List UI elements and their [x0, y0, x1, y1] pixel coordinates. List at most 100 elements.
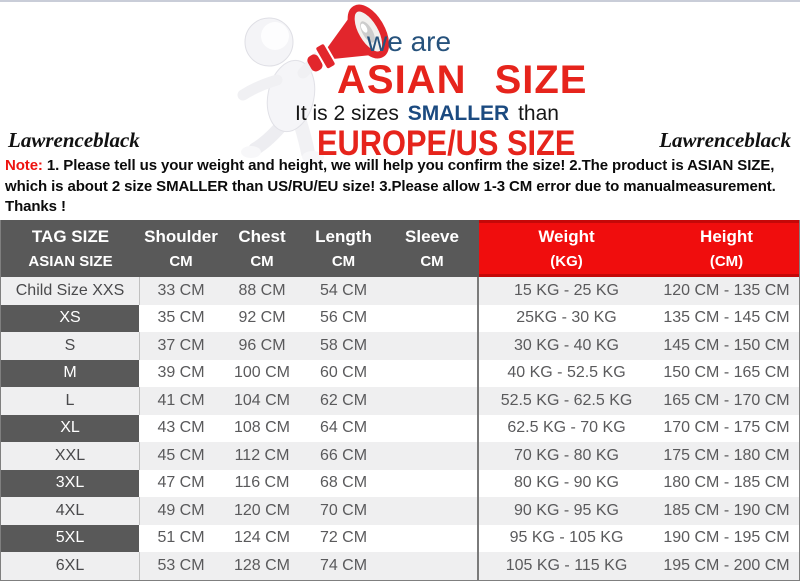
cell-chest: 100 CM — [233, 364, 291, 382]
cell-height: 145 CM - 150 CM — [663, 336, 790, 354]
cell-weight: 95 KG - 105 KG — [509, 529, 624, 547]
cell-length: 64 CM — [319, 419, 368, 437]
cell-length: 74 CM — [319, 556, 368, 574]
cell-size: 6XL — [1, 552, 140, 580]
cell-weight: 25KG - 30 KG — [516, 309, 617, 327]
cell-height: 180 CM - 185 CM — [663, 474, 790, 492]
cell-shoulder: 37 CM — [157, 336, 205, 354]
note-label: Note: — [5, 157, 43, 174]
table-row: M 39 CM 100 CM 60 CM 40 KG - 52.5 KG 150 CM -… — [1, 359, 799, 387]
cell-shoulder: 51 CM — [157, 529, 205, 547]
cell-height: 170 CM - 175 CM — [663, 419, 790, 437]
banner: we are ASIAN SIZE It is 2 sizes SMALLER … — [0, 2, 800, 220]
cell-weight: 90 KG - 95 KG — [514, 501, 619, 519]
cell-size: XS — [1, 304, 140, 332]
table-row: L 41 CM 104 CM 62 CM 52.5 KG - 62.5 KG 165 CM… — [1, 387, 799, 415]
cell-height: 135 CM - 145 CM — [663, 309, 790, 327]
cell-sleeve — [385, 277, 479, 305]
cell-weight: 52.5 KG - 62.5 KG — [500, 391, 633, 409]
cell-length: 68 CM — [319, 474, 368, 492]
header-weight-label: Weight — [538, 226, 595, 246]
table-row: XS 35 CM 92 CM 56 CM 25KG - 30 KG 135 CM - 14… — [1, 304, 799, 332]
banner-subline: It is 2 sizes SMALLER than — [295, 102, 559, 126]
cell-shoulder: 45 CM — [157, 446, 205, 464]
cell-sleeve — [385, 414, 479, 442]
table-row: Child Size XXS 33 CM 88 CM 54 CM 15 KG - 25 … — [1, 277, 799, 305]
header-length-unit: CM — [331, 252, 356, 270]
cell-sleeve — [385, 524, 479, 552]
cell-length: 62 CM — [319, 391, 368, 409]
cell-shoulder: 35 CM — [157, 309, 205, 327]
table-row: 6XL 53 CM 128 CM 74 CM 105 KG - 115 KG 195 CM… — [1, 552, 799, 580]
cell-size: Child Size XXS — [1, 277, 140, 305]
cell-weight: 105 KG - 115 KG — [505, 556, 628, 574]
cell-size: XL — [1, 414, 140, 442]
cell-shoulder: 33 CM — [157, 281, 205, 299]
cell-shoulder: 53 CM — [157, 556, 205, 574]
table-header-row: TAG SIZE ASIAN SIZE Shoulder CM Chest CM… — [1, 220, 799, 277]
cell-weight: 40 KG - 52.5 KG — [507, 364, 626, 382]
banner-we-are: we are — [367, 26, 452, 57]
header-chest-label: Chest — [238, 226, 286, 246]
cell-height: 195 CM - 200 CM — [663, 556, 790, 574]
brand-right: Lawrenceblack — [659, 128, 791, 152]
header-shoulder: Shoulder CM — [140, 220, 222, 277]
cell-chest: 96 CM — [238, 336, 286, 354]
cell-height: 175 CM - 180 CM — [663, 446, 790, 464]
cell-sleeve — [385, 387, 479, 415]
cell-chest: 88 CM — [238, 281, 286, 299]
cell-size: XXL — [1, 442, 140, 470]
header-chest: Chest CM — [222, 220, 302, 277]
table-row: 3XL 47 CM 116 CM 68 CM 80 KG - 90 KG 180 CM -… — [1, 469, 799, 497]
cell-sleeve — [385, 469, 479, 497]
cell-chest: 120 CM — [233, 501, 291, 519]
subline-suffix: than — [518, 102, 559, 125]
header-length-label: Length — [315, 226, 372, 246]
cell-shoulder: 47 CM — [157, 474, 205, 492]
cell-height: 185 CM - 190 CM — [663, 501, 790, 519]
cell-sleeve — [385, 359, 479, 387]
cell-chest: 112 CM — [234, 446, 290, 464]
header-weight-unit: (KG) — [550, 252, 583, 270]
header-sleeve-unit: CM — [420, 252, 444, 270]
cell-shoulder: 41 CM — [157, 391, 205, 409]
header-sleeve: Sleeve CM — [385, 220, 479, 277]
banner-asian-size: ASIAN SIZE — [337, 58, 588, 102]
table-row: S 37 CM 96 CM 58 CM 30 KG - 40 KG 145 CM - 15… — [1, 332, 799, 360]
cell-sleeve — [385, 552, 479, 580]
cell-weight: 70 KG - 80 KG — [514, 446, 619, 464]
cell-chest: 116 CM — [234, 474, 290, 492]
cell-chest: 92 CM — [238, 309, 286, 327]
cell-chest: 108 CM — [233, 419, 291, 437]
header-height-unit: (CM) — [709, 252, 744, 270]
table-row: 5XL 51 CM 124 CM 72 CM 95 KG - 105 KG 190 CM … — [1, 524, 799, 552]
cell-weight: 80 KG - 90 KG — [514, 474, 619, 492]
header-chest-unit: CM — [250, 252, 274, 270]
cell-size: M — [1, 359, 140, 387]
size-table: TAG SIZE ASIAN SIZE Shoulder CM Chest CM… — [0, 220, 800, 581]
cell-length: 70 CM — [319, 501, 368, 519]
table-row: XL 43 CM 108 CM 64 CM 62.5 KG - 70 KG 170 CM … — [1, 414, 799, 442]
size-table-body: Child Size XXS 33 CM 88 CM 54 CM 15 KG - 25 … — [1, 277, 799, 580]
cell-size: S — [1, 332, 140, 360]
cell-size: 4XL — [1, 497, 140, 525]
cell-length: 54 CM — [319, 281, 368, 299]
cell-length: 60 CM — [319, 364, 368, 382]
cell-length: 66 CM — [319, 446, 368, 464]
table-row: 4XL 49 CM 120 CM 70 CM 90 KG - 95 KG 185 CM -… — [1, 497, 799, 525]
header-height: Height (CM) — [654, 220, 799, 277]
subline-prefix: It is 2 sizes — [295, 102, 399, 125]
header-height-label: Height — [700, 226, 753, 246]
cell-sleeve — [385, 442, 479, 470]
cell-size: L — [1, 387, 140, 415]
cell-height: 120 CM - 135 CM — [663, 281, 790, 299]
note-line2: which is about 2 size SMALLER than US/RU… — [5, 177, 776, 195]
cell-length: 72 CM — [319, 529, 368, 547]
cell-shoulder: 39 CM — [157, 364, 205, 382]
header-sleeve-label: Sleeve — [405, 226, 459, 246]
header-size-line1: TAG SIZE — [31, 226, 110, 246]
cell-weight: 15 KG - 25 KG — [514, 281, 619, 299]
header-shoulder-unit: CM — [169, 252, 193, 270]
header-weight: Weight (KG) — [479, 220, 654, 277]
